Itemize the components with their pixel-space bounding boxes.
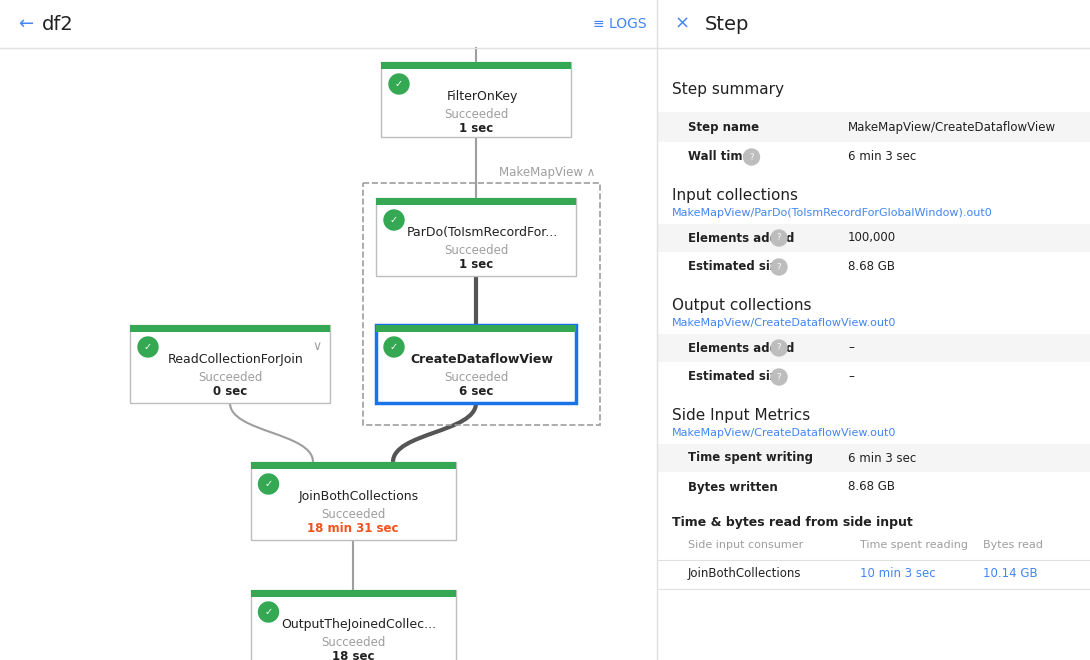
Text: Bytes written: Bytes written — [688, 480, 778, 494]
Bar — [658, 112, 1090, 142]
Text: Time spent reading: Time spent reading — [860, 540, 968, 550]
Text: Bytes read: Bytes read — [983, 540, 1043, 550]
Bar — [251, 590, 456, 597]
Text: 18 sec: 18 sec — [331, 650, 374, 660]
Text: ←: ← — [19, 15, 33, 33]
Text: Wall time: Wall time — [688, 150, 751, 164]
Text: Elements added: Elements added — [688, 341, 795, 354]
Text: MakeMapView/CreateDataflowView.out0: MakeMapView/CreateDataflowView.out0 — [673, 428, 896, 438]
Text: ≡ LOGS: ≡ LOGS — [593, 17, 647, 31]
Circle shape — [384, 337, 404, 357]
Text: ✓: ✓ — [390, 342, 398, 352]
Text: ParDo(ToIsmRecordFor...: ParDo(ToIsmRecordFor... — [407, 226, 558, 239]
Bar — [251, 462, 456, 540]
Text: FilterOnKey: FilterOnKey — [446, 90, 518, 103]
Text: Step: Step — [705, 15, 750, 34]
Text: JoinBothCollections: JoinBothCollections — [299, 490, 419, 503]
Circle shape — [258, 474, 279, 494]
Text: 8.68 GB: 8.68 GB — [848, 480, 895, 494]
Text: Side Input Metrics: Side Input Metrics — [673, 408, 810, 423]
Bar — [376, 325, 576, 332]
Circle shape — [771, 340, 787, 356]
Text: Succeeded: Succeeded — [444, 108, 508, 121]
Text: Time & bytes read from side input: Time & bytes read from side input — [673, 516, 912, 529]
Text: 1 sec: 1 sec — [459, 258, 493, 271]
Text: 0 sec: 0 sec — [213, 385, 247, 398]
Text: 6 sec: 6 sec — [459, 385, 493, 398]
Circle shape — [743, 149, 760, 165]
Bar — [658, 334, 1090, 362]
Circle shape — [771, 230, 787, 246]
Text: –: – — [848, 341, 853, 354]
Text: Step summary: Step summary — [673, 82, 784, 97]
Text: Elements added: Elements added — [688, 232, 795, 244]
Text: Time spent writing: Time spent writing — [688, 451, 813, 465]
Text: ✓: ✓ — [395, 79, 403, 89]
Text: MakeMapView/ParDo(ToIsmRecordForGlobalWindow).out0: MakeMapView/ParDo(ToIsmRecordForGlobalWi… — [673, 208, 993, 218]
Text: ✓: ✓ — [265, 607, 272, 617]
Text: CreateDataflowView: CreateDataflowView — [411, 353, 554, 366]
Text: OutputTheJoinedCollec...: OutputTheJoinedCollec... — [281, 618, 437, 631]
Text: ?: ? — [777, 343, 782, 352]
Text: 10.14 GB: 10.14 GB — [983, 567, 1038, 580]
Text: –: – — [848, 370, 853, 383]
Bar — [376, 198, 576, 276]
Text: ?: ? — [777, 234, 782, 242]
Bar — [382, 62, 571, 69]
Bar — [376, 198, 576, 205]
Text: Succeeded: Succeeded — [444, 244, 508, 257]
Text: 100,000: 100,000 — [848, 232, 896, 244]
Bar — [130, 325, 330, 332]
Text: MakeMapView ∧: MakeMapView ∧ — [498, 166, 595, 179]
Text: df2: df2 — [43, 15, 74, 34]
Bar — [658, 444, 1090, 472]
Text: Succeeded: Succeeded — [197, 371, 263, 384]
Circle shape — [771, 369, 787, 385]
Circle shape — [389, 74, 409, 94]
Text: Succeeded: Succeeded — [320, 636, 385, 649]
Text: Estimated size: Estimated size — [688, 370, 785, 383]
Bar — [658, 224, 1090, 252]
Text: JoinBothCollections: JoinBothCollections — [688, 567, 801, 580]
Text: MakeMapView/CreateDataflowView.out0: MakeMapView/CreateDataflowView.out0 — [673, 318, 896, 328]
Text: ?: ? — [777, 372, 782, 381]
Text: 6 min 3 sec: 6 min 3 sec — [848, 150, 917, 164]
Text: Succeeded: Succeeded — [444, 371, 508, 384]
Text: ∨: ∨ — [313, 341, 322, 354]
Bar — [130, 325, 330, 403]
Text: 18 min 31 sec: 18 min 31 sec — [307, 522, 399, 535]
Text: ?: ? — [749, 152, 754, 162]
Bar — [251, 462, 456, 469]
Text: ✓: ✓ — [144, 342, 153, 352]
Bar — [251, 590, 456, 660]
Text: ✓: ✓ — [390, 215, 398, 225]
Text: Input collections: Input collections — [673, 188, 798, 203]
Bar — [376, 325, 576, 403]
Text: MakeMapView/CreateDataflowView: MakeMapView/CreateDataflowView — [848, 121, 1056, 133]
Text: ×: × — [675, 15, 690, 33]
Text: 6 min 3 sec: 6 min 3 sec — [848, 451, 917, 465]
Text: Estimated size: Estimated size — [688, 261, 785, 273]
Bar — [382, 62, 571, 137]
Text: 8.68 GB: 8.68 GB — [848, 261, 895, 273]
Text: 1 sec: 1 sec — [459, 122, 493, 135]
Circle shape — [258, 602, 279, 622]
Text: Step name: Step name — [688, 121, 759, 133]
Circle shape — [138, 337, 158, 357]
Text: Output collections: Output collections — [673, 298, 811, 313]
Text: ✓: ✓ — [265, 479, 272, 489]
Circle shape — [771, 259, 787, 275]
Text: 10 min 3 sec: 10 min 3 sec — [860, 567, 935, 580]
Text: ReadCollectionForJoin: ReadCollectionForJoin — [168, 353, 304, 366]
Text: Side input consumer: Side input consumer — [688, 540, 803, 550]
Circle shape — [384, 210, 404, 230]
Bar — [363, 183, 600, 425]
Text: Succeeded: Succeeded — [320, 508, 385, 521]
Text: ?: ? — [777, 263, 782, 271]
